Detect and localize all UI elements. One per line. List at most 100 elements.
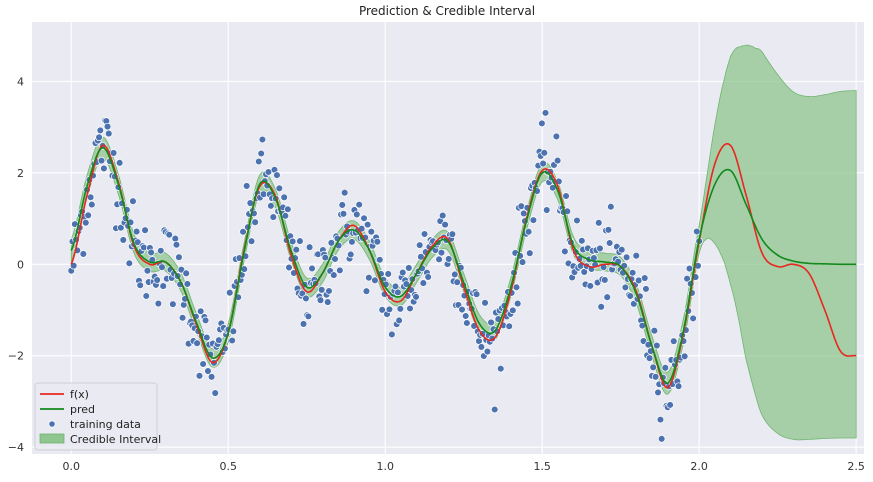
chart-title: Prediction & Credible Interval — [359, 4, 535, 18]
training-data-point — [96, 126, 105, 135]
training-data-point — [604, 226, 613, 234]
training-data-point — [388, 330, 396, 339]
training-data-point — [539, 159, 547, 168]
training-data-point — [645, 354, 654, 362]
training-data-point — [273, 171, 281, 179]
training-data-point — [117, 223, 125, 232]
x-tick-label: 2.0 — [690, 460, 708, 473]
training-data-point — [316, 296, 325, 304]
training-data-point — [622, 253, 631, 262]
training-data-point — [376, 256, 384, 264]
x-tick-label: 1.5 — [533, 460, 551, 473]
training-data-point — [517, 202, 526, 210]
training-data-point — [505, 322, 513, 331]
training-data-point — [448, 230, 457, 238]
training-data-point — [339, 210, 348, 218]
training-data-point — [280, 193, 288, 202]
x-tick-label: 2.5 — [847, 460, 865, 473]
training-data-point — [481, 299, 489, 307]
training-data-point — [247, 237, 256, 245]
training-data-point — [225, 288, 234, 297]
training-data-point — [132, 227, 141, 236]
training-data-point — [362, 287, 371, 295]
training-data-point — [651, 373, 660, 381]
training-data-point — [193, 339, 201, 347]
training-data-point — [371, 276, 379, 285]
training-data-point — [360, 214, 368, 222]
training-data-point — [396, 305, 405, 313]
legend-pred-label: pred — [70, 403, 95, 416]
training-data-point — [321, 253, 330, 262]
training-data-point — [330, 271, 338, 279]
training-data-point — [632, 251, 641, 260]
training-data-point — [82, 218, 90, 227]
training-data-point — [109, 149, 118, 157]
training-data-point — [666, 401, 674, 409]
training-data-point — [653, 341, 661, 350]
training-data-point — [605, 239, 614, 247]
training-data-point — [239, 228, 247, 236]
training-data-point — [97, 156, 106, 165]
training-data-point — [437, 248, 446, 257]
training-data-point — [552, 132, 561, 141]
training-data-point — [472, 290, 481, 299]
training-data-point — [119, 236, 128, 244]
training-data-point — [154, 299, 163, 308]
training-data-point — [642, 285, 650, 293]
training-data-point — [458, 305, 466, 314]
line-layer — [70, 142, 857, 389]
training-data-point — [561, 247, 569, 256]
training-data-point — [284, 205, 292, 214]
training-data-point — [129, 197, 137, 205]
training-data-point — [204, 367, 212, 375]
training-data-point — [86, 193, 95, 202]
training-data-point — [340, 188, 349, 197]
training-data-point — [172, 240, 181, 249]
training-data-point — [630, 300, 638, 308]
training-data-point — [477, 343, 486, 351]
training-data-point — [207, 373, 216, 381]
training-data-point — [336, 266, 344, 275]
training-data-point — [573, 216, 581, 225]
training-data-point — [661, 364, 670, 372]
y-tick-label: 0 — [17, 258, 24, 271]
training-data-point — [562, 192, 570, 200]
training-data-point — [157, 247, 165, 255]
training-data-point — [406, 304, 414, 313]
training-data-point — [228, 336, 236, 345]
training-data-point — [628, 269, 637, 277]
training-data-point — [195, 372, 204, 380]
training-data-point — [553, 156, 562, 165]
training-data-point — [412, 293, 420, 301]
training-data-point — [182, 269, 190, 278]
training-data-point — [95, 133, 103, 142]
training-data-point — [84, 211, 92, 220]
training-data-point — [308, 264, 316, 273]
training-data-point — [211, 389, 219, 397]
y-tick-label: 2 — [17, 167, 24, 180]
training-data-point — [178, 314, 187, 322]
training-data-point — [399, 268, 407, 277]
training-data-point — [680, 352, 689, 361]
training-data-point — [134, 238, 142, 246]
training-data-point — [373, 237, 382, 246]
y-tick-label: −2 — [8, 350, 24, 363]
training-data-point — [509, 306, 517, 315]
training-data-point — [323, 298, 332, 306]
training-data-point — [103, 122, 112, 131]
training-data-point — [257, 149, 265, 158]
training-data-point — [435, 255, 443, 264]
training-data-point — [451, 270, 459, 279]
training-data-point — [258, 135, 267, 144]
training-data-point — [305, 243, 314, 251]
training-data-point — [542, 206, 551, 214]
training-data-point — [327, 239, 336, 247]
training-data-point — [378, 306, 386, 314]
legend-interval-label: Credible Interval — [70, 433, 161, 446]
training-data-point — [512, 283, 521, 292]
training-data-point — [650, 326, 659, 335]
training-data-point — [348, 238, 356, 246]
training-data-point — [692, 227, 701, 236]
training-data-point — [136, 281, 144, 290]
